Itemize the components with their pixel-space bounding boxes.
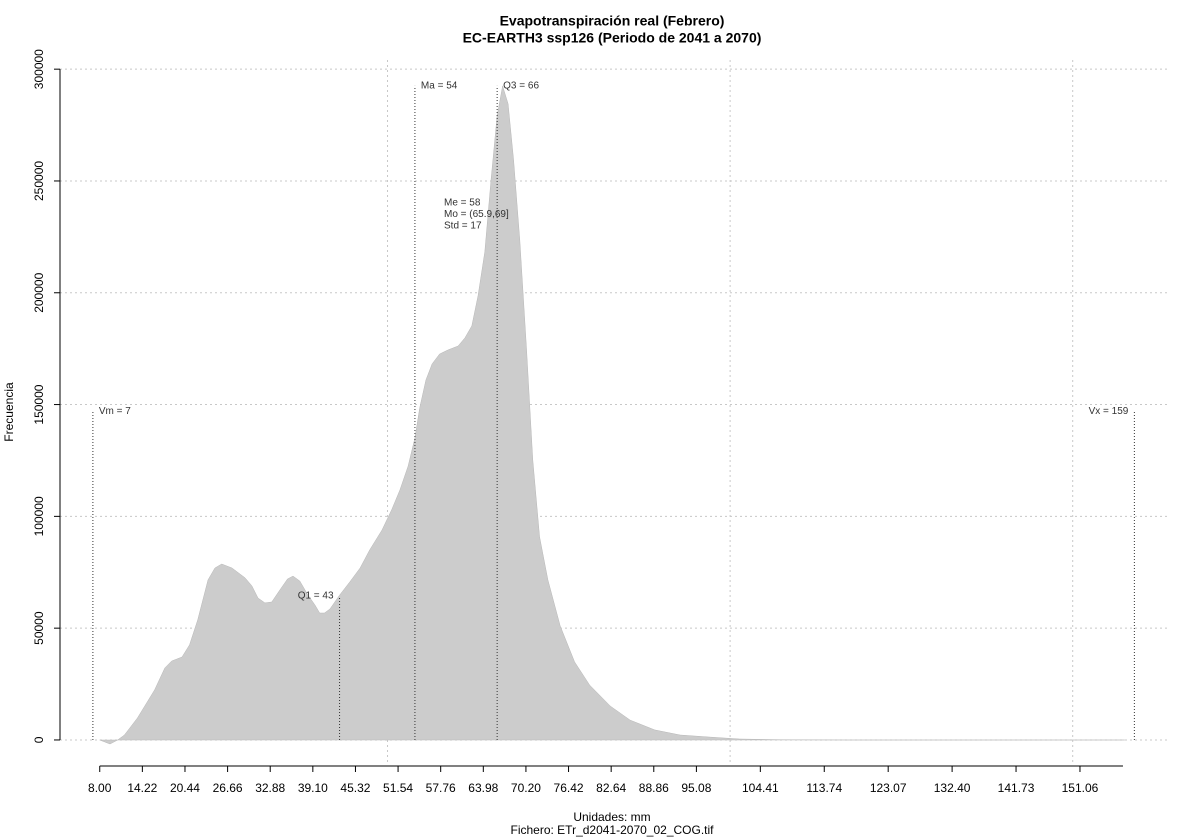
stat-label: Mo = (65.9,69] bbox=[444, 209, 509, 220]
x-tick-label: 82.64 bbox=[596, 781, 626, 795]
x-tick-label: 57.76 bbox=[426, 781, 456, 795]
x-axis-label: Unidades: mm bbox=[573, 810, 650, 824]
x-tick-label: 95.08 bbox=[681, 781, 711, 795]
reference-label: Vm = 7 bbox=[99, 406, 131, 417]
x-tick-label: 70.20 bbox=[511, 781, 541, 795]
x-tick-label: 132.40 bbox=[934, 781, 971, 795]
y-tick-label: 250000 bbox=[32, 161, 46, 201]
x-tick-label: 39.10 bbox=[298, 781, 328, 795]
x-tick-label: 26.66 bbox=[213, 781, 243, 795]
x-tick-label: 123.07 bbox=[870, 781, 907, 795]
y-tick-label: 100000 bbox=[32, 496, 46, 536]
density-area bbox=[99, 85, 1125, 745]
x-tick-label: 104.41 bbox=[742, 781, 779, 795]
reference-label: Vx = 159 bbox=[1089, 406, 1129, 417]
y-tick-label: 300000 bbox=[32, 49, 46, 89]
x-tick-label: 141.73 bbox=[998, 781, 1035, 795]
x-tick-label: 88.86 bbox=[639, 781, 669, 795]
y-tick-label: 150000 bbox=[32, 384, 46, 424]
y-axis-label: Frecuencia bbox=[2, 382, 16, 442]
file-label: Fichero: ETr_d2041-2070_02_COG.tif bbox=[511, 823, 715, 837]
x-tick-label: 20.44 bbox=[170, 781, 200, 795]
x-tick-label: 113.74 bbox=[806, 781, 842, 795]
stat-label: Std = 17 bbox=[444, 221, 482, 232]
y-tick-label: 0 bbox=[32, 736, 46, 743]
x-tick-label: 8.00 bbox=[88, 781, 112, 795]
chart-title: Evapotranspiración real (Febrero) bbox=[500, 13, 725, 29]
x-tick-label: 45.32 bbox=[340, 781, 370, 795]
reference-label: Ma = 54 bbox=[421, 81, 458, 92]
x-tick-label: 32.88 bbox=[255, 781, 285, 795]
x-tick-label: 76.42 bbox=[554, 781, 584, 795]
x-tick-label: 51.54 bbox=[383, 781, 413, 795]
stat-label: Me = 58 bbox=[444, 198, 481, 209]
y-tick-label: 200000 bbox=[32, 272, 46, 312]
x-tick-label: 151.06 bbox=[1062, 781, 1099, 795]
x-tick-label: 14.22 bbox=[127, 781, 157, 795]
chart-subtitle: EC-EARTH3 ssp126 (Periodo de 2041 a 2070… bbox=[463, 30, 762, 46]
reference-label: Q1 = 43 bbox=[298, 591, 334, 602]
x-tick-label: 63.98 bbox=[468, 781, 498, 795]
y-tick-label: 50000 bbox=[32, 611, 46, 645]
reference-label: Q3 = 66 bbox=[503, 81, 539, 92]
